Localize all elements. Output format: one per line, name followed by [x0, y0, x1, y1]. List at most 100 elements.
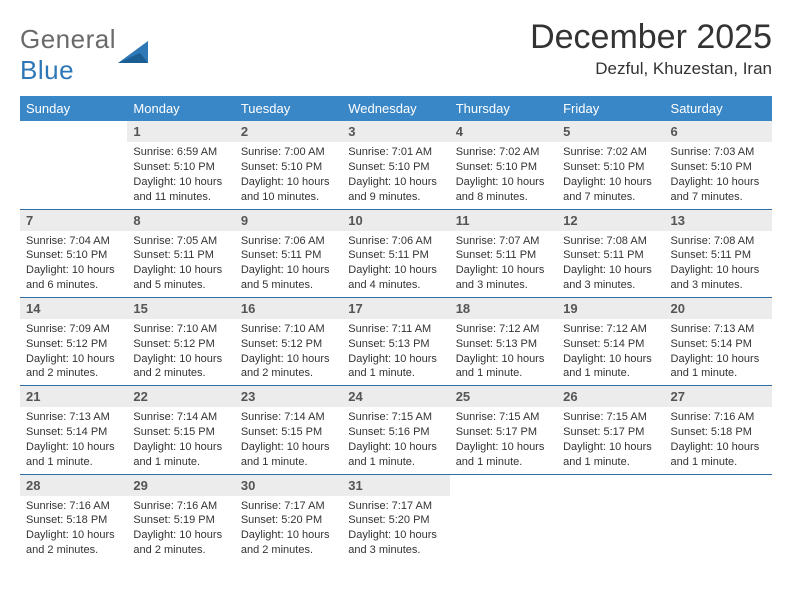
calendar-day-cell: 26Sunrise: 7:15 AMSunset: 5:17 PMDayligh… [557, 386, 664, 474]
sunset-text: Sunset: 5:11 PM [241, 248, 336, 263]
calendar-day-cell: 29Sunrise: 7:16 AMSunset: 5:19 PMDayligh… [127, 474, 234, 562]
weekday-header: Saturday [665, 96, 772, 121]
sunset-text: Sunset: 5:12 PM [241, 337, 336, 352]
calendar-day-cell: 28Sunrise: 7:16 AMSunset: 5:18 PMDayligh… [20, 474, 127, 562]
day-details: Sunrise: 7:03 AMSunset: 5:10 PMDaylight:… [665, 142, 772, 208]
day-details: Sunrise: 7:06 AMSunset: 5:11 PMDaylight:… [235, 231, 342, 297]
sunrise-text: Sunrise: 7:04 AM [26, 234, 121, 249]
daylight-text: Daylight: 10 hours and 1 minute. [26, 440, 121, 470]
weekday-header: Tuesday [235, 96, 342, 121]
calendar-day-cell: 2Sunrise: 7:00 AMSunset: 5:10 PMDaylight… [235, 121, 342, 209]
calendar-day-cell: 24Sunrise: 7:15 AMSunset: 5:16 PMDayligh… [342, 386, 449, 474]
daylight-text: Daylight: 10 hours and 1 minute. [563, 352, 658, 382]
day-number: 12 [557, 210, 664, 231]
page-header: General Blue December 2025 Dezful, Khuze… [20, 18, 772, 86]
sunset-text: Sunset: 5:18 PM [26, 513, 121, 528]
calendar-day-cell: 21Sunrise: 7:13 AMSunset: 5:14 PMDayligh… [20, 386, 127, 474]
daylight-text: Daylight: 10 hours and 10 minutes. [241, 175, 336, 205]
daylight-text: Daylight: 10 hours and 1 minute. [456, 440, 551, 470]
calendar-day-cell [20, 121, 127, 209]
sunrise-text: Sunrise: 7:15 AM [563, 410, 658, 425]
day-details: Sunrise: 7:14 AMSunset: 5:15 PMDaylight:… [235, 407, 342, 473]
day-details: Sunrise: 7:17 AMSunset: 5:20 PMDaylight:… [235, 496, 342, 562]
daylight-text: Daylight: 10 hours and 7 minutes. [671, 175, 766, 205]
day-details: Sunrise: 7:12 AMSunset: 5:14 PMDaylight:… [557, 319, 664, 385]
day-number: 15 [127, 298, 234, 319]
day-number: 8 [127, 210, 234, 231]
sunset-text: Sunset: 5:11 PM [671, 248, 766, 263]
calendar-day-cell [557, 474, 664, 562]
weekday-header: Sunday [20, 96, 127, 121]
day-number: 16 [235, 298, 342, 319]
sunset-text: Sunset: 5:10 PM [563, 160, 658, 175]
daylight-text: Daylight: 10 hours and 9 minutes. [348, 175, 443, 205]
sunrise-text: Sunrise: 7:03 AM [671, 145, 766, 160]
sunrise-text: Sunrise: 7:14 AM [133, 410, 228, 425]
daylight-text: Daylight: 10 hours and 1 minute. [671, 352, 766, 382]
calendar-day-cell: 31Sunrise: 7:17 AMSunset: 5:20 PMDayligh… [342, 474, 449, 562]
sunset-text: Sunset: 5:13 PM [348, 337, 443, 352]
daylight-text: Daylight: 10 hours and 7 minutes. [563, 175, 658, 205]
daylight-text: Daylight: 10 hours and 3 minutes. [671, 263, 766, 293]
logo-word-2: Blue [20, 55, 74, 85]
daylight-text: Daylight: 10 hours and 2 minutes. [26, 528, 121, 558]
day-details: Sunrise: 7:16 AMSunset: 5:18 PMDaylight:… [20, 496, 127, 562]
daylight-text: Daylight: 10 hours and 6 minutes. [26, 263, 121, 293]
day-details: Sunrise: 7:08 AMSunset: 5:11 PMDaylight:… [665, 231, 772, 297]
sunrise-text: Sunrise: 7:16 AM [671, 410, 766, 425]
daylight-text: Daylight: 10 hours and 2 minutes. [241, 528, 336, 558]
calendar-day-cell: 8Sunrise: 7:05 AMSunset: 5:11 PMDaylight… [127, 209, 234, 297]
sunset-text: Sunset: 5:12 PM [26, 337, 121, 352]
sunrise-text: Sunrise: 6:59 AM [133, 145, 228, 160]
sunrise-text: Sunrise: 7:02 AM [456, 145, 551, 160]
calendar-day-cell: 3 Sunrise: 7:01 AMSunset: 5:10 PMDaylight… [342, 121, 449, 209]
weekday-header: Thursday [450, 96, 557, 121]
calendar-day-cell: 5Sunrise: 7:02 AMSunset: 5:10 PMDaylight… [557, 121, 664, 209]
day-details: Sunrise: 7:12 AMSunset: 5:13 PMDaylight:… [450, 319, 557, 385]
sunset-text: Sunset: 5:12 PM [133, 337, 228, 352]
calendar-day-cell: 12Sunrise: 7:08 AMSunset: 5:11 PMDayligh… [557, 209, 664, 297]
sunset-text: Sunset: 5:17 PM [456, 425, 551, 440]
calendar-day-cell: 20Sunrise: 7:13 AMSunset: 5:14 PMDayligh… [665, 297, 772, 385]
sunrise-text: Sunrise: 7:15 AM [456, 410, 551, 425]
daylight-text: Daylight: 10 hours and 2 minutes. [26, 352, 121, 382]
sunset-text: Sunset: 5:18 PM [671, 425, 766, 440]
day-details: Sunrise: 7:15 AMSunset: 5:17 PMDaylight:… [450, 407, 557, 473]
sunset-text: Sunset: 5:19 PM [133, 513, 228, 528]
day-number: 28 [20, 475, 127, 496]
sunrise-text: Sunrise: 7:01 AM [348, 145, 443, 160]
sunrise-text: Sunrise: 7:13 AM [26, 410, 121, 425]
calendar-header-row: SundayMondayTuesdayWednesdayThursdayFrid… [20, 96, 772, 121]
sunrise-text: Sunrise: 7:10 AM [241, 322, 336, 337]
day-details: Sunrise: 7:14 AMSunset: 5:15 PMDaylight:… [127, 407, 234, 473]
sunrise-text: Sunrise: 7:14 AM [241, 410, 336, 425]
calendar-day-cell [450, 474, 557, 562]
day-number: 22 [127, 386, 234, 407]
sunset-text: Sunset: 5:14 PM [671, 337, 766, 352]
day-number: 17 [342, 298, 449, 319]
sunrise-text: Sunrise: 7:17 AM [241, 499, 336, 514]
location-subtitle: Dezful, Khuzestan, Iran [530, 59, 772, 79]
sunset-text: Sunset: 5:10 PM [348, 160, 443, 175]
day-number: 29 [127, 475, 234, 496]
sunrise-text: Sunrise: 7:15 AM [348, 410, 443, 425]
day-number: 3 [342, 121, 449, 142]
sunset-text: Sunset: 5:11 PM [456, 248, 551, 263]
month-title: December 2025 [530, 18, 772, 57]
day-number: 23 [235, 386, 342, 407]
day-number: 7 [20, 210, 127, 231]
calendar-day-cell: 4Sunrise: 7:02 AMSunset: 5:10 PMDaylight… [450, 121, 557, 209]
sunrise-text: Sunrise: 7:05 AM [133, 234, 228, 249]
sunrise-text: Sunrise: 7:09 AM [26, 322, 121, 337]
daylight-text: Daylight: 10 hours and 3 minutes. [348, 528, 443, 558]
sunrise-text: Sunrise: 7:12 AM [563, 322, 658, 337]
daylight-text: Daylight: 10 hours and 1 minute. [348, 440, 443, 470]
sunrise-text: Sunrise: 7:06 AM [348, 234, 443, 249]
calendar-week-row: 21Sunrise: 7:13 AMSunset: 5:14 PMDayligh… [20, 386, 772, 474]
calendar-week-row: 7Sunrise: 7:04 AMSunset: 5:10 PMDaylight… [20, 209, 772, 297]
day-number: 24 [342, 386, 449, 407]
day-number: 4 [450, 121, 557, 142]
daylight-text: Daylight: 10 hours and 1 minute. [348, 352, 443, 382]
logo: General Blue [20, 18, 152, 86]
calendar-week-row: 28Sunrise: 7:16 AMSunset: 5:18 PMDayligh… [20, 474, 772, 562]
